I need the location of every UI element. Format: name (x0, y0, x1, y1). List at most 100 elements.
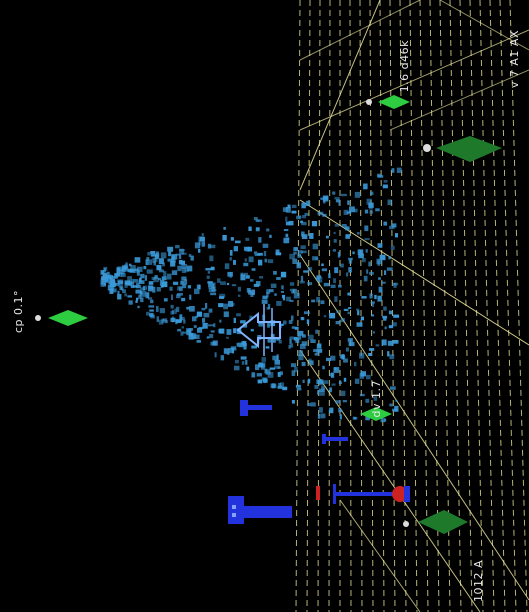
data-point (391, 168, 395, 173)
data-point (256, 373, 262, 377)
data-point (329, 387, 332, 393)
data-point (167, 258, 173, 262)
data-point (390, 245, 395, 250)
marker-diamond[interactable] (360, 407, 392, 421)
data-point (243, 262, 249, 267)
data-point (392, 408, 398, 412)
data-point (356, 322, 363, 327)
data-point (228, 348, 235, 353)
data-point (275, 249, 280, 256)
marker-diamond[interactable] (48, 310, 88, 326)
data-point (320, 413, 326, 419)
grid-line (479, 0, 495, 612)
data-point (223, 348, 230, 354)
data-point (340, 263, 344, 268)
marker-diamond[interactable] (378, 95, 410, 109)
data-point (149, 309, 154, 312)
data-point (186, 265, 193, 272)
data-point (261, 363, 265, 370)
data-point (258, 259, 263, 266)
marker-diamond[interactable] (436, 136, 502, 162)
data-point (317, 390, 320, 395)
grid-line (299, 29, 529, 131)
data-point (255, 227, 260, 232)
data-point (333, 239, 337, 243)
grid-line (509, 0, 528, 612)
probe-object[interactable] (322, 434, 348, 444)
data-point (266, 289, 271, 294)
data-point (248, 256, 254, 263)
data-point (217, 278, 221, 283)
data-point (374, 294, 377, 300)
data-point (309, 233, 314, 239)
data-point (148, 259, 153, 265)
data-point (348, 258, 353, 264)
data-point (354, 361, 357, 367)
data-point (167, 246, 174, 252)
data-point (308, 334, 314, 340)
data-point (201, 233, 204, 236)
data-point (177, 293, 183, 296)
data-point (320, 300, 325, 305)
data-point (361, 296, 367, 299)
data-point (282, 207, 288, 212)
probe-object[interactable] (228, 496, 292, 524)
grid-line (419, 0, 429, 612)
data-point (295, 337, 300, 343)
data-point (184, 279, 188, 285)
data-point (311, 299, 316, 303)
data-point (269, 234, 272, 238)
grid-line (439, 0, 529, 51)
data-point (176, 294, 181, 299)
data-point (246, 288, 251, 293)
data-point (140, 297, 144, 303)
data-point (192, 335, 195, 340)
data-point (307, 378, 311, 384)
data-point (371, 302, 374, 307)
data-point (353, 208, 358, 213)
data-point (334, 224, 339, 227)
hand-cursor-icon (236, 304, 281, 356)
data-point (293, 247, 298, 251)
data-point (101, 277, 106, 284)
data-point (366, 198, 372, 205)
data-point (103, 268, 106, 273)
data-point (292, 258, 298, 264)
marker-diamond[interactable] (418, 510, 468, 534)
data-point (210, 266, 215, 271)
data-point (291, 210, 297, 214)
probe-object[interactable] (240, 400, 272, 416)
data-point (119, 286, 123, 291)
data-point (359, 393, 365, 397)
data-point (159, 308, 165, 314)
left-marker-label: cp 0.1° (12, 290, 25, 334)
data-point (338, 284, 342, 288)
data-point (369, 271, 374, 275)
data-point (181, 264, 188, 269)
data-point (139, 293, 142, 297)
data-point (148, 281, 154, 285)
data-point (307, 266, 313, 271)
data-point (255, 281, 261, 286)
data-point (278, 382, 282, 388)
data-point (322, 195, 329, 202)
data-point (338, 381, 342, 385)
data-point (109, 275, 114, 278)
probe-selected[interactable] (316, 484, 410, 504)
data-point (196, 311, 203, 317)
data-point (287, 204, 291, 209)
data-point (297, 250, 303, 254)
data-point (231, 284, 237, 287)
data-point (253, 251, 258, 254)
data-point (170, 304, 174, 309)
data-point (195, 315, 198, 319)
data-point (387, 351, 390, 357)
data-point (383, 180, 388, 183)
data-point (296, 215, 301, 220)
data-point (188, 332, 194, 337)
data-point (201, 241, 206, 247)
data-point (301, 215, 306, 219)
data-point (209, 244, 216, 249)
data-point (146, 257, 150, 261)
